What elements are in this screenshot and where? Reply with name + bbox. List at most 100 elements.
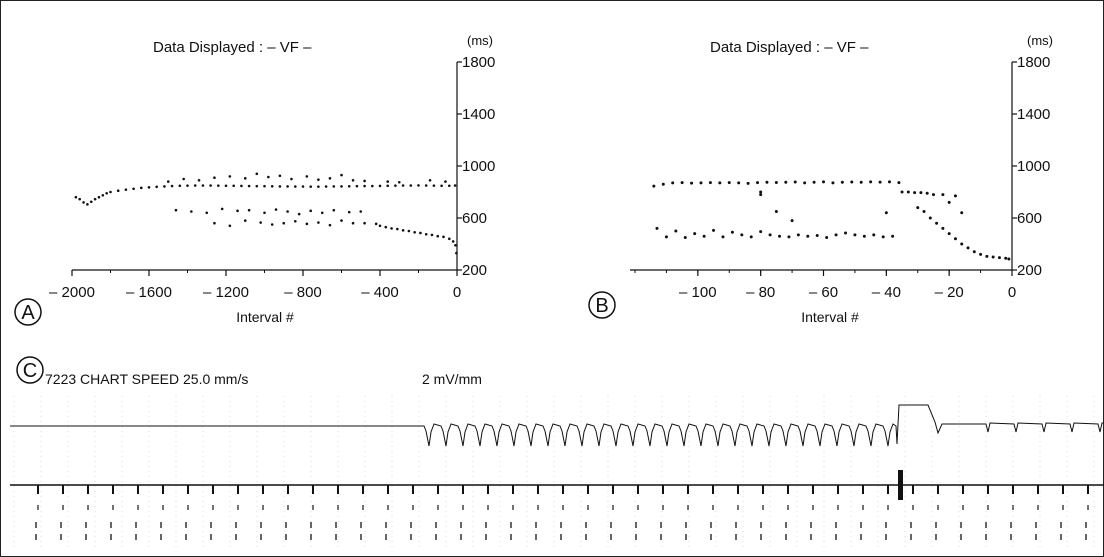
panel-a-data-point [309,209,313,213]
panel-b-data-point [768,233,772,237]
panel-a-data-point [440,184,443,188]
panel-a-data-point [401,229,405,232]
panel-b-data-point [664,235,668,239]
ecg-shock-marker [898,470,903,500]
panel-b-data-point [730,230,734,234]
panel-a-data-point [454,244,457,247]
panel-a-data-point [232,184,235,188]
panel-a-data-point [340,219,343,222]
panel-a-letter-circle [14,298,42,326]
panel-a-data-point [451,240,455,243]
panel-a-data-point [263,211,266,215]
panel-a-data-point [228,224,232,228]
panel-c-letter: C [23,360,37,382]
panel-b-data-point [790,219,794,223]
panel-a-y-tick-label: 600 [462,210,487,227]
panel-a-data-point [97,195,101,199]
panel-b-data-point [862,234,866,238]
panel-b-data-point [831,181,835,185]
panel-a-x-tick-label: – 800 [284,284,322,301]
panel-a-data-point [448,237,451,241]
panel-a-data-point [363,221,366,225]
panel-a-data-point [243,177,247,180]
panel-b-data-point [759,193,763,197]
panel-b-data-point [878,180,882,184]
panel-b-x-tick-label: – 60 [809,284,838,301]
panel-a-data-point [409,184,413,187]
panel-a-data-point [263,184,266,188]
panel-a-data-point [240,184,243,188]
panel-a-data-point [328,177,332,180]
panel-a-data-point [309,185,313,188]
panel-b-data-point [806,234,810,238]
panel-b-data-point [872,233,876,237]
panel-a-title: Data Displayed : – VF – [153,39,312,56]
panel-a-data-point [86,203,89,206]
panel-b-y-tick-label: 600 [1017,210,1042,227]
panel-b-data-point [774,181,778,185]
panel-a-data-point [355,184,359,188]
panel-a-y-tick-label: 1000 [462,158,495,175]
panel-b-data-point [941,226,945,230]
panel-b-data-point [759,190,763,194]
panel-a-data-point [247,208,251,212]
panel-b-data-point [822,180,825,184]
panel-a-data-point [282,221,286,225]
panel-a-data-point [386,180,390,183]
panel-b-data-point [708,181,712,185]
panel-a-data-point [278,185,282,188]
panel-a-x-tick-label: – 1200 [203,284,249,301]
panel-b-data-point [699,181,703,185]
panel-a-data-point [297,212,301,216]
panel-a-data-point [213,221,216,225]
panel-b-data-point [853,233,857,237]
panel-a-y-tick-label: 1800 [462,54,495,71]
chart-speed-label: 7223 CHART SPEED 25.0 mm/s [45,371,248,387]
panel-a-data-point [228,175,232,178]
panel-a-data-point [386,184,390,188]
panel-a-data-point [286,185,289,188]
panel-b-data-point [1004,256,1008,260]
panel-a-data-point [371,184,374,188]
panel-b-data-point [947,232,951,236]
panel-a-data-point [384,225,388,229]
panel-b-data-point [756,181,760,185]
panel-b-data-point [721,235,725,239]
panel-a-data-point [205,211,209,215]
panel-b-data-point [897,181,901,185]
panel-a-data-point [401,184,405,187]
panel-a-data-point [105,192,108,195]
panel-a-x-tick-label: – 400 [361,284,399,301]
panel-a-data-point [305,175,309,178]
panel-a-x-tick-label: – 2000 [49,284,95,301]
panel-a-data-point [444,180,447,183]
panel-a-data-point [347,210,351,214]
panel-b-data-point [680,181,684,185]
panel-a-y-unit: (ms) [467,33,493,48]
panel-a-data-point [140,186,143,190]
panel-b-data-point [683,236,687,239]
panel-b-y-tick-label: 200 [1017,262,1042,279]
panel-b-data-point [690,181,694,185]
panel-b-data-point [925,191,929,195]
panel-b-x-tick-label: – 40 [872,284,901,301]
panel-a-x-label: Interval # [236,309,294,325]
panel-a-data-point [124,188,128,191]
panel-a-data-point [182,177,185,181]
panel-a-data-point [397,180,401,184]
panel-b-data-point [850,180,854,184]
panel-b-data-point [671,181,675,185]
panel-a-letter: A [21,302,35,324]
panel-b-data-point [840,180,844,184]
panel-a-data-point [347,184,351,188]
panel-b-data-point [774,210,778,213]
panel-a-y-tick-label: 1400 [462,106,495,123]
panel-a-data-point [394,184,397,187]
panel-a-data-point [186,184,189,187]
panel-a-data-point [407,229,411,233]
panel-a-data-point [116,189,120,192]
panel-a-data-point [448,184,451,188]
panel-b-data-point [661,182,665,186]
panel-a-data-point [93,197,97,201]
